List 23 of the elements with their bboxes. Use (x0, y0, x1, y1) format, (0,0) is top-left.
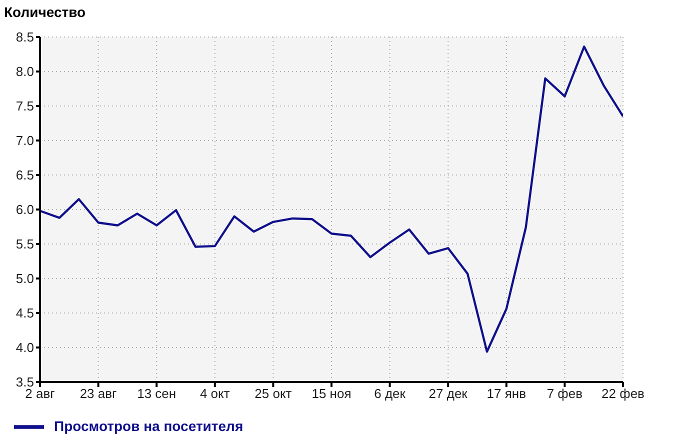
x-tick-label: 13 сен (137, 386, 176, 402)
y-tick-label: 4.5 (16, 306, 34, 321)
y-tick-label: 5.5 (16, 236, 34, 252)
x-tick-label: 4 окт (200, 386, 230, 402)
x-tick-label: 25 окт (254, 386, 292, 402)
x-tick-label: 27 дек (428, 386, 468, 402)
y-tick-label: 6.5 (16, 168, 34, 183)
y-tick-label: 7.0 (16, 133, 34, 148)
x-tick-label: 22 фев (602, 386, 645, 402)
y-tick-label: 6.0 (16, 202, 34, 218)
x-tick-label: 15 ноя (312, 386, 352, 402)
x-tick-label: 17 янв (486, 386, 526, 402)
legend-label: Просмотров на посетителя (54, 418, 244, 434)
y-tick-label: 8.0 (16, 64, 34, 80)
chart-title: Количество (4, 4, 86, 20)
line-series (40, 46, 623, 353)
x-tick-label: 23 авг (80, 386, 118, 402)
y-tick-label: 5.0 (16, 271, 34, 286)
x-tick-label: 6 дек (374, 386, 406, 402)
y-tick-label: 8.5 (16, 30, 34, 45)
y-tick-label: 4.0 (16, 340, 34, 356)
x-tick-label: 7 фев (546, 386, 583, 402)
y-tick-label: 7.5 (16, 98, 34, 114)
